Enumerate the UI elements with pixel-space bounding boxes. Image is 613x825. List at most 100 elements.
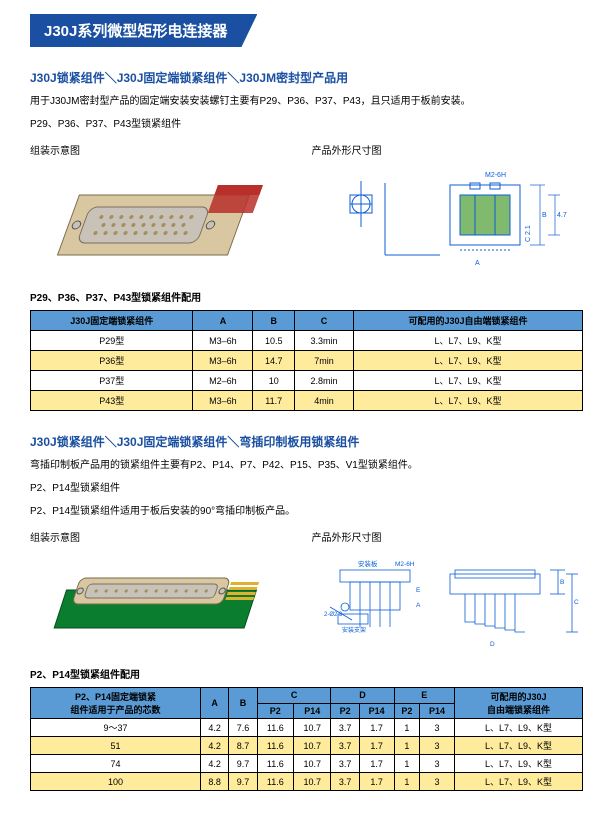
section1-dimension-diagram: M2-6H B 4.7 C 2.1 A: [317, 165, 584, 275]
table-cell: 1: [394, 755, 420, 773]
table-cell: 11.6: [257, 773, 293, 791]
table-cell: 3: [420, 755, 455, 773]
s1-th-3: C: [295, 311, 354, 331]
table-cell: 10.7: [293, 719, 331, 737]
table-cell: 10: [253, 371, 295, 391]
s2-th-0: P2、P14固定端锁紧 组件适用于产品的芯数: [31, 688, 201, 719]
table-cell: 11.6: [257, 719, 293, 737]
table-row: 514.28.711.610.73.71.713L、L7、L9、K型: [31, 737, 583, 755]
svg-text:C 2.1: C 2.1: [525, 225, 532, 242]
section1-label-right: 产品外形尺寸图: [302, 142, 584, 157]
s1-th-0: J30J固定端锁紧组件: [31, 311, 193, 331]
table-cell: 14.7: [253, 351, 295, 371]
table-cell: 10.7: [293, 755, 331, 773]
s2-th-2: B: [229, 688, 257, 719]
section2-para3: P2、P14型锁紧组件适用于板后安装的90°弯插印制板产品。: [30, 504, 583, 519]
table-cell: 10.7: [293, 737, 331, 755]
table-cell: 11.6: [257, 737, 293, 755]
table-cell: L、L7、L9、K型: [354, 351, 583, 371]
s2-th-4: D: [331, 688, 394, 704]
svg-text:A: A: [475, 260, 480, 267]
s1-th-2: B: [253, 311, 295, 331]
section2-dimension-diagram: 安装板 M2-6H 2-Ø2.3 安装支架 E A: [317, 552, 584, 652]
table-cell: 8.7: [229, 737, 257, 755]
svg-text:A: A: [416, 602, 421, 609]
s2-th-5: E: [394, 688, 454, 704]
table-cell: 3.7: [331, 719, 359, 737]
table-cell: 3.7: [331, 773, 359, 791]
s2-th-1: A: [200, 688, 228, 719]
svg-text:D: D: [490, 641, 495, 648]
table-cell: 9.7: [229, 755, 257, 773]
page-title: J30J系列微型矩形电连接器: [30, 14, 257, 47]
table-cell: L、L7、L9、K型: [454, 719, 582, 737]
table-row: 9～374.27.611.610.73.71.713L、L7、L9、K型: [31, 719, 583, 737]
section1-title: J30J锁紧组件＼J30J固定端锁紧组件＼J30JM密封型产品用: [30, 69, 583, 86]
table-cell: 3: [420, 719, 455, 737]
table-cell: 8.8: [200, 773, 228, 791]
table-cell: 4.2: [200, 755, 228, 773]
svg-text:4.7: 4.7: [557, 212, 567, 219]
section2-table-title: P2、P14型锁紧组件配用: [30, 666, 583, 681]
table-cell: 4.2: [200, 737, 228, 755]
table-cell: 4min: [295, 391, 354, 411]
table-row: 1008.89.711.610.73.71.713L、L7、L9、K型: [31, 773, 583, 791]
table-cell: 3: [420, 773, 455, 791]
table-cell: 1: [394, 719, 420, 737]
s1-th-1: A: [193, 311, 253, 331]
section2-table: P2、P14固定端锁紧 组件适用于产品的芯数 A B C D E 可配用的J30…: [30, 687, 583, 791]
table-cell: P29型: [31, 331, 193, 351]
table-cell: 1: [394, 737, 420, 755]
table-cell: M3–6h: [193, 351, 253, 371]
table-cell: 1.7: [359, 755, 394, 773]
table-cell: 51: [31, 737, 201, 755]
table-row: P43型M3–6h11.74minL、L7、L9、K型: [31, 391, 583, 411]
table-cell: L、L7、L9、K型: [354, 391, 583, 411]
table-cell: 3: [420, 737, 455, 755]
s2-sh-3: P14: [359, 703, 394, 719]
section2-label-left: 组装示意图: [30, 529, 302, 544]
table-cell: 4.2: [200, 719, 228, 737]
s2-sh-5: P14: [420, 703, 455, 719]
table-cell: 1.7: [359, 737, 394, 755]
table-cell: L、L7、L9、K型: [454, 773, 582, 791]
table-row: P37型M2–6h102.8minL、L7、L9、K型: [31, 371, 583, 391]
svg-text:B: B: [560, 579, 564, 586]
table-row: P36型M3–6h14.77minL、L7、L9、K型: [31, 351, 583, 371]
table-cell: 11.6: [257, 755, 293, 773]
svg-text:E: E: [416, 587, 421, 594]
section2-para1: 弯插印制板产品用的锁紧组件主要有P2、P14、P7、P42、P15、P35、V1…: [30, 458, 583, 473]
table-cell: 3.7: [331, 755, 359, 773]
s2-sh-1: P14: [293, 703, 331, 719]
table-cell: P36型: [31, 351, 193, 371]
table-cell: L、L7、L9、K型: [454, 755, 582, 773]
table-cell: 3.3min: [295, 331, 354, 351]
table-cell: 74: [31, 755, 201, 773]
section2-assembly-diagram: [30, 552, 297, 652]
table-cell: 7min: [295, 351, 354, 371]
table-cell: M3–6h: [193, 391, 253, 411]
s2-th-6: 可配用的J30J 自由端锁紧组件: [454, 688, 582, 719]
table-cell: M2–6h: [193, 371, 253, 391]
table-cell: L、L7、L9、K型: [354, 371, 583, 391]
section2-label-right: 产品外形尺寸图: [302, 529, 584, 544]
table-cell: 1.7: [359, 719, 394, 737]
dim-pair: 2-Ø2.3: [324, 612, 343, 618]
table-row: 744.29.711.610.73.71.713L、L7、L9、K型: [31, 755, 583, 773]
table-cell: 11.7: [253, 391, 295, 411]
dim-m2-6h: M2-6H: [485, 172, 506, 179]
section2-title: J30J锁紧组件＼J30J固定端锁紧组件＼弯插印制板用锁紧组件: [30, 433, 583, 450]
table-cell: M3–6h: [193, 331, 253, 351]
dim-fix: 安装支架: [342, 626, 366, 634]
s2-sh-0: P2: [257, 703, 293, 719]
table-cell: 2.8min: [295, 371, 354, 391]
section1-para1: 用于J30JM密封型产品的固定端安装安装螺钉主要有P29、P36、P37、P43…: [30, 94, 583, 109]
table-cell: 7.6: [229, 719, 257, 737]
dim-mount: 安装板: [358, 559, 378, 568]
section1-table: J30J固定端锁紧组件 A B C 可配用的J30J自由端锁紧组件 P29型M3…: [30, 310, 583, 411]
table-row: P29型M3–6h10.53.3minL、L7、L9、K型: [31, 331, 583, 351]
svg-text:C: C: [574, 599, 579, 606]
table-cell: P43型: [31, 391, 193, 411]
table-cell: 10.7: [293, 773, 331, 791]
svg-text:B: B: [542, 212, 547, 219]
